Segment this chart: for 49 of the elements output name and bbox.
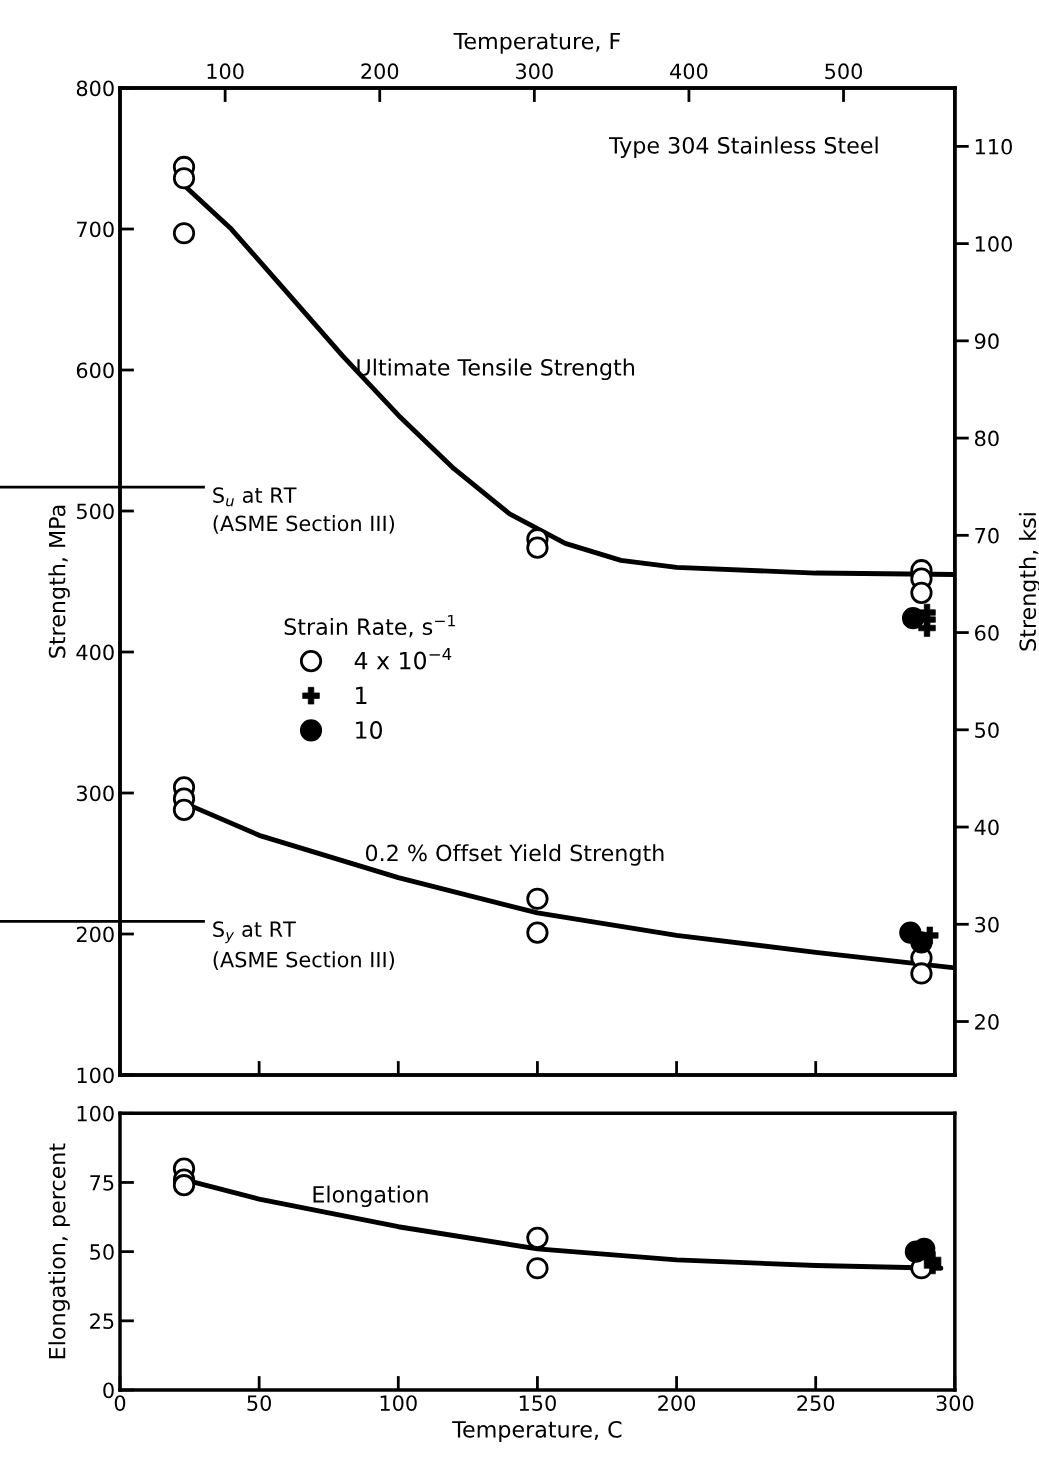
y2-tick-label: 30 (975, 916, 999, 933)
legend-label: 4 x 10$^{−4}$ (354, 648, 452, 670)
x-tick-label: 300 (936, 1395, 974, 1411)
legend-label: 1 (356, 686, 367, 704)
y-tick-label: 100 (77, 1067, 114, 1084)
x-tick-label: 250 (797, 1395, 835, 1411)
legend-label: 10 (356, 721, 383, 739)
y2-tick-label: 70 (975, 527, 999, 544)
y-tick-label: 700 (77, 221, 114, 238)
y-tick-label: 25 (90, 1313, 114, 1330)
y-tick-label: 800 (76, 80, 114, 97)
y-tick-label: 75 (90, 1175, 114, 1191)
annotation: Ultimate Tensile Strength (357, 358, 634, 381)
x-tick-label: 0 (114, 1395, 126, 1411)
y-tick-label: 200 (76, 926, 114, 943)
y2-tick-label: 50 (975, 722, 999, 739)
x2-tick-label: 300 (516, 63, 553, 80)
y-tick-label: 400 (76, 644, 114, 661)
x-axis-title: Temperature, C (452, 1420, 622, 1443)
x-tick-label: 100 (380, 1395, 417, 1411)
y-tick-label: 300 (76, 785, 114, 802)
x-tick-label: 150 (519, 1395, 556, 1411)
y2-tick-label: 100 (975, 236, 1012, 252)
y-tick-label: 50 (90, 1244, 114, 1260)
x2-tick-label: 500 (825, 63, 863, 80)
y2-tick-label: 110 (975, 138, 1012, 155)
annotation: Elongation (313, 1185, 428, 1208)
x-tick-label: 50 (247, 1395, 272, 1411)
annotation: Type 304 Stainless Steel (608, 136, 878, 158)
x-tick-label: 200 (658, 1395, 696, 1411)
annotation: 0.2 % Offset Yield Strength (365, 844, 664, 866)
y2-tick-label: 90 (974, 333, 999, 350)
y-axis-title: Strength, MPa (48, 505, 70, 658)
ref-line-label: S$_{u}$ at RT (ASME Section III) (213, 487, 394, 534)
legend-title: Strain Rate, s$^{−1}$ (284, 614, 455, 638)
y-tick-label: 100 (77, 1105, 114, 1122)
y2-tick-label: 60 (975, 625, 999, 641)
y-tick-label: 500 (76, 503, 114, 520)
x2-tick-label: 200 (361, 63, 399, 80)
y2-tick-label: 40 (974, 819, 999, 836)
y-axis-title: Elongation, percent (48, 1143, 70, 1359)
x2-axis-title: Temperature, F (453, 32, 620, 54)
x2-tick-label: 100 (207, 63, 244, 80)
y-tick-label: 0 (103, 1382, 114, 1399)
y2-tick-label: 20 (975, 1013, 999, 1030)
y-tick-label: 600 (76, 362, 114, 379)
x2-tick-label: 400 (670, 63, 708, 80)
ref-line-label: S$_{y}$ at RT (ASME Section III) (213, 921, 394, 970)
y2-tick-label: 80 (975, 430, 999, 447)
